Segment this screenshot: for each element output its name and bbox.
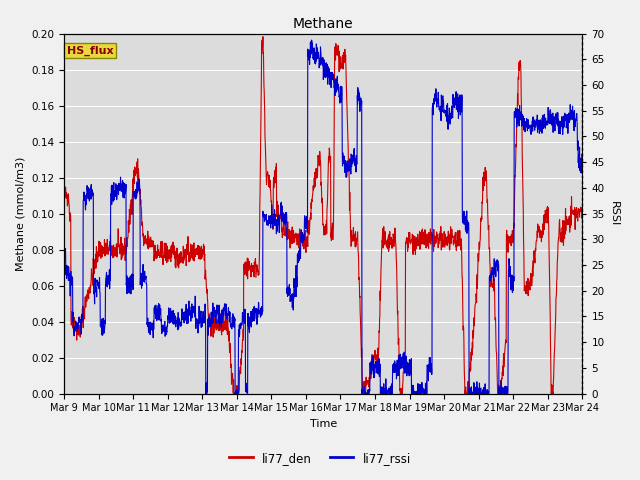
X-axis label: Time: Time [310,419,337,429]
Title: Methane: Methane [293,17,353,31]
Y-axis label: RSSI: RSSI [609,201,619,226]
Y-axis label: Methane (mmol/m3): Methane (mmol/m3) [15,156,26,271]
Text: HS_flux: HS_flux [67,46,113,56]
Legend: li77_den, li77_rssi: li77_den, li77_rssi [224,447,416,469]
